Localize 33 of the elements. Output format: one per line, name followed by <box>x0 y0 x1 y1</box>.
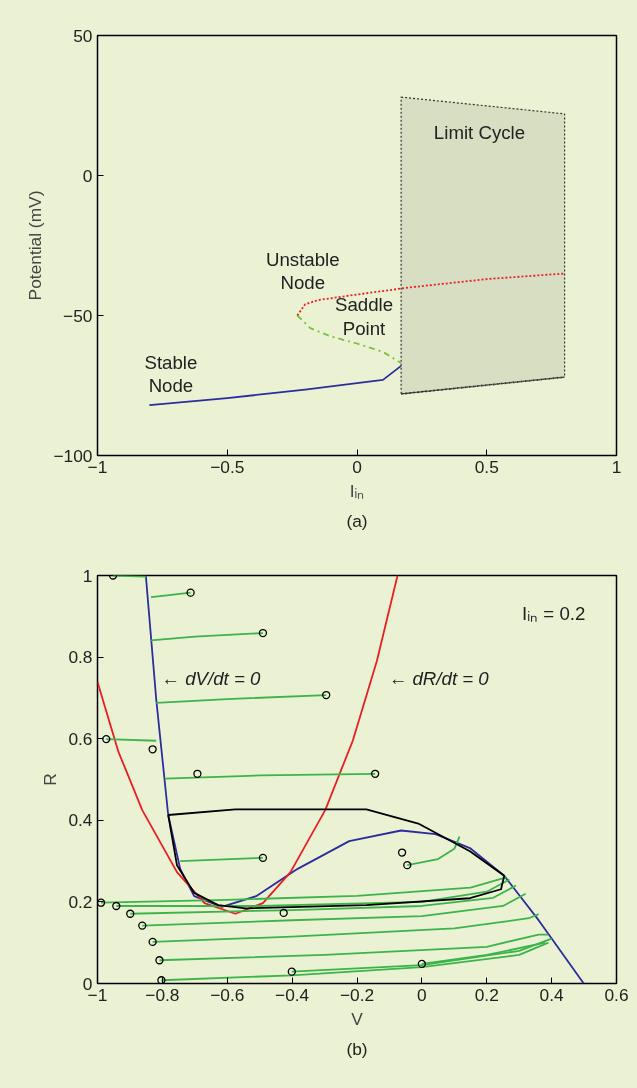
annotation: ← dR/dt = 0 <box>388 668 490 690</box>
y-tick-label: −50 <box>63 305 93 326</box>
y-tick-label: 0 <box>82 165 93 186</box>
x-tick-label: 1 <box>611 456 622 477</box>
y-tick-label: 0.2 <box>68 891 93 912</box>
x-tick-label: −0.2 <box>339 984 375 1005</box>
y-tick-label: 1 <box>82 565 93 586</box>
x-tick-label: 0.6 <box>604 984 629 1005</box>
annotation: Saddle Point <box>334 294 394 339</box>
x-axis-title: V <box>351 1008 364 1029</box>
x-tick-label: −0.5 <box>210 456 245 477</box>
y-axis-title: R <box>40 773 61 786</box>
x-tick-label: 0.4 <box>539 984 565 1005</box>
x-tick-label: 0 <box>417 984 427 1005</box>
text: (a) <box>346 510 368 531</box>
y-tick-label: 0.4 <box>68 810 93 831</box>
x-tick-label: 0 <box>352 456 362 477</box>
y-tick-label: 0.6 <box>68 728 93 749</box>
x-axis-title: Iᵢₙ <box>349 480 365 501</box>
y-tick-label: 0.8 <box>68 647 93 668</box>
text: (b) <box>346 1038 368 1059</box>
annotation: Limit Cycle <box>433 122 526 144</box>
y-axis-title: Potential (mV) <box>25 190 46 301</box>
annotation: ← dV/dt = 0 <box>161 668 261 690</box>
x-tick-label: −0.4 <box>275 984 310 1005</box>
x-tick-label: 0.5 <box>474 456 499 477</box>
y-tick-label: 50 <box>73 25 93 46</box>
annotation: Iᵢₙ = 0.2 <box>522 602 586 624</box>
x-tick-label: −0.6 <box>210 984 245 1005</box>
x-tick-label: 0.2 <box>474 984 499 1005</box>
annotation: Stable Node <box>144 351 198 396</box>
annotation: Unstable Node <box>265 249 340 294</box>
x-tick-label: −0.8 <box>145 984 180 1005</box>
